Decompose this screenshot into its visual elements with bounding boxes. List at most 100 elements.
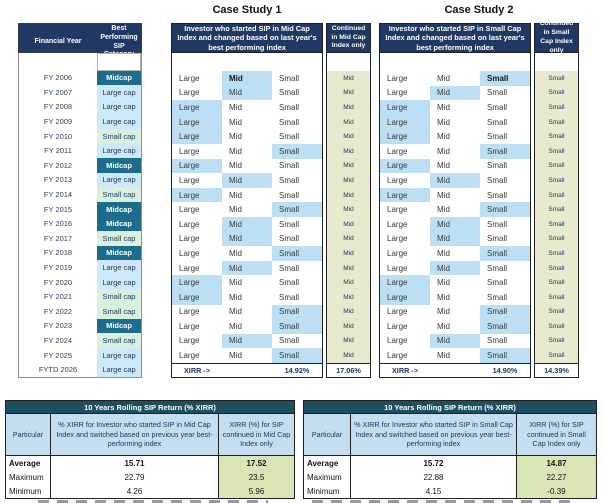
financial-year-row: FY 2012 Midcap <box>19 158 141 173</box>
mid-cap-cell: Mid <box>229 292 242 302</box>
cs2-xirr-switched-value: 14.90% <box>492 366 518 376</box>
continued-xirr-header: XIRR (%) for SIP continued in Mid Cap In… <box>222 419 291 449</box>
cs2-choice-rows: Large Mid Small Large Mid Small Large Mid Small L… <box>380 71 530 363</box>
continued-index-cell: Small <box>535 100 578 115</box>
category-cell: Midcap <box>97 216 141 232</box>
small-cap-cell: Small <box>480 71 530 86</box>
cs1-switched-header: Investor who started SIP in Mid Cap Inde… <box>171 23 323 53</box>
financial-year-row: FY 2008 Large cap <box>19 99 141 115</box>
continued-index-cell: Mid <box>327 333 370 349</box>
continued-index-cell: Mid <box>327 202 370 217</box>
continued-index-cell: Mid <box>327 260 370 276</box>
continued-index-cell: Mid <box>327 100 370 115</box>
financial-year-row: FY 2022 Small cap <box>19 304 141 319</box>
spacer <box>222 364 272 378</box>
mid-cap-cell: Mid <box>437 278 450 288</box>
continued-value: 22.27 <box>517 470 596 484</box>
small-cap-cell: Small <box>272 202 322 217</box>
index-choice-row: Large Mid Small <box>380 319 530 334</box>
cutoff-footnote-text <box>312 500 574 503</box>
maximum-row: Maximum 22.79 23.5 <box>6 470 294 484</box>
continued-index-cell: Small <box>535 173 578 188</box>
small-cap-cell: Small <box>487 292 508 302</box>
financial-year-row: FY 2011 Large cap <box>19 143 141 159</box>
year-cell: FY 2008 <box>43 102 73 112</box>
year-cell: FY 2015 <box>43 204 73 214</box>
row-label: Maximum <box>6 470 51 484</box>
index-choice-row: Large Mid Small <box>172 246 322 261</box>
cs1-xirr-continued-value: 17.06% <box>327 362 370 378</box>
continued-index-cell: Mid <box>327 129 370 144</box>
financial-year-row: FY 2013 Large cap <box>19 172 141 188</box>
continued-index-cell: Small <box>535 289 578 305</box>
year-cell: FY 2013 <box>43 175 73 185</box>
mid-cap-cell: Mid <box>430 231 480 247</box>
large-cap-cell: Large <box>387 73 408 83</box>
continued-index-cell: Small <box>535 260 578 276</box>
cs2-continued-header: Continued in Small Cap Index only <box>534 20 579 54</box>
continued-index-cell: Mid <box>327 275 370 290</box>
index-choice-row: Large Mid Small <box>380 100 530 115</box>
average-row: Average 15.72 14.87 <box>304 456 596 470</box>
small-cap-cell: Small <box>279 219 300 229</box>
small-cap-cell: Small <box>279 161 300 171</box>
small-cap-cell: Small <box>279 190 300 200</box>
cs1-continued-rows: Mid Mid Mid Mid Mid Mid Mid Mid Mid Mid Mid Mid Mid M… <box>327 71 370 363</box>
financial-year-row: FY 2016 Midcap <box>19 216 141 232</box>
category-cell: Large cap <box>97 274 141 290</box>
financial-year-header: Financial Year <box>34 38 82 46</box>
large-cap-cell: Large <box>172 289 222 305</box>
small-cap-cell: Small <box>487 88 508 98</box>
continued-index-cell: Small <box>535 246 578 261</box>
index-choice-row: Large Mid Small <box>172 100 322 115</box>
blank-row <box>19 53 141 71</box>
index-choice-row: Large Mid Small <box>172 143 322 159</box>
continued-index-cell: Small <box>535 129 578 144</box>
blank-row <box>327 53 370 71</box>
row-label: Minimum <box>6 484 51 498</box>
xirr-label: XIRR -> <box>391 366 419 376</box>
continued-index-cell: Small <box>535 319 578 334</box>
mid-cap-cell: Mid <box>222 260 272 276</box>
index-choice-row: Large Mid Small <box>172 85 322 101</box>
large-cap-cell: Large <box>179 248 200 258</box>
blank-row <box>380 53 530 71</box>
small-cap-cell: Small <box>279 292 300 302</box>
small-cap-cell: Small <box>279 117 300 127</box>
best-performing-table-body: FY 2006 Midcap FY 2007 Large cap FY 2008 Larg… <box>18 53 142 378</box>
continued-value: 23.5 <box>219 470 294 484</box>
mid-cap-cell: Mid <box>229 132 242 142</box>
year-cell: FY 2020 <box>43 277 73 287</box>
category-cell: Midcap <box>97 201 141 217</box>
index-choice-row: Large Mid Small <box>380 304 530 320</box>
small-cap-cell: Small <box>487 117 508 127</box>
mid-cap-cell: Mid <box>222 71 272 86</box>
large-cap-cell: Large <box>172 100 222 115</box>
row-label: Average <box>304 456 351 470</box>
cs2-switched-body: Large Mid Small Large Mid Small Large Mid Small L… <box>379 53 531 379</box>
mid-cap-cell: Mid <box>430 260 480 276</box>
financial-year-row: FY 2015 Midcap <box>19 201 141 217</box>
mid-cap-cell: Mid <box>229 351 242 361</box>
small-cap-cell: Small <box>487 234 508 244</box>
index-choice-row: Large Mid Small <box>172 158 322 174</box>
rolling-return-table-smallcap: 10 Years Rolling SIP Return (% XIRR) Par… <box>303 400 597 499</box>
financial-year-row: FY 2009 Large cap <box>19 114 141 129</box>
small-cap-cell: Small <box>487 161 508 171</box>
mid-cap-cell: Mid <box>222 216 272 232</box>
large-cap-cell: Large <box>179 263 200 273</box>
index-choice-row: Large Mid Small <box>380 216 530 232</box>
large-cap-cell: Large <box>387 248 408 258</box>
continued-index-cell: Small <box>535 143 578 159</box>
index-choice-row: Large Mid Small <box>380 173 530 188</box>
mid-cap-cell: Mid <box>229 146 242 156</box>
category-cell: Large cap <box>97 260 141 275</box>
large-cap-cell: Large <box>179 73 200 83</box>
index-choice-row: Large Mid Small <box>380 129 530 144</box>
small-cap-cell: Small <box>487 219 508 229</box>
large-cap-cell: Large <box>179 205 200 215</box>
mid-cap-cell: Mid <box>437 321 450 331</box>
continued-index-cell: Small <box>535 231 578 247</box>
small-cap-cell: Small <box>487 336 508 346</box>
